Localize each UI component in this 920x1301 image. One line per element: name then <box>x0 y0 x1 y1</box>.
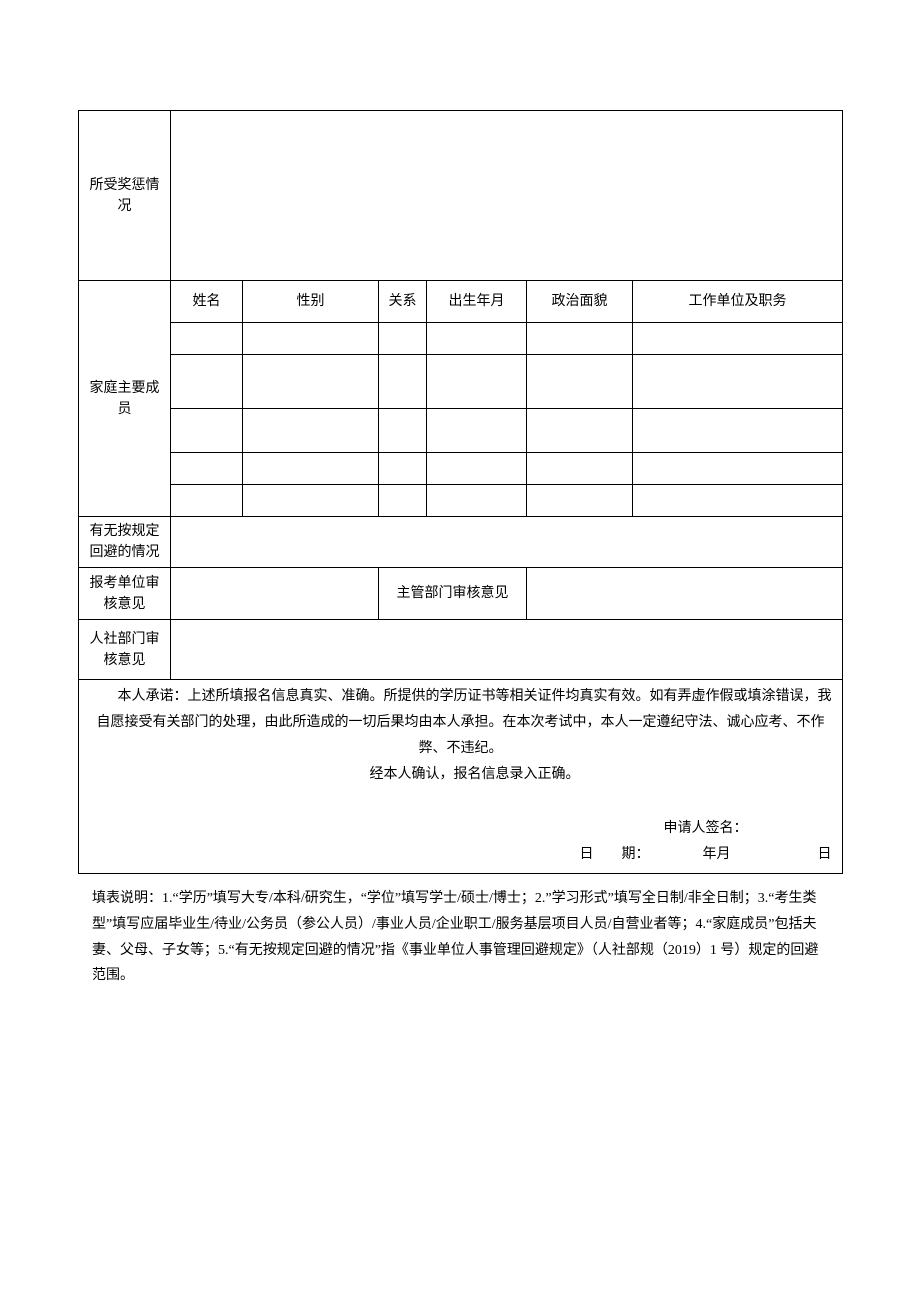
promise-cell: 本人承诺：上述所填报名信息真实、准确。所提供的学历证书等相关证件均真实有效。如有… <box>79 680 843 874</box>
fam-gender[interactable] <box>243 485 379 517</box>
promise-body: 本人承诺：上述所填报名信息真实、准确。所提供的学历证书等相关证件均真实有效。如有… <box>83 684 838 788</box>
row-family-header: 家庭主要成员 姓名 性别 关系 出生年月 政治面貌 工作单位及职务 <box>79 281 843 323</box>
col-fam-gender: 性别 <box>243 281 379 323</box>
year-month: 年月 <box>703 842 731 869</box>
row-unit-opinion: 报考单位审核意见 主管部门审核意见 <box>79 568 843 620</box>
col-fam-name: 姓名 <box>171 281 243 323</box>
row-promise: 本人承诺：上述所填报名信息真实、准确。所提供的学历证书等相关证件均真实有效。如有… <box>79 680 843 874</box>
fam-birth[interactable] <box>427 485 527 517</box>
fam-gender[interactable] <box>243 323 379 355</box>
fam-workunit[interactable] <box>633 323 843 355</box>
table-row <box>79 409 843 453</box>
fam-relation[interactable] <box>379 323 427 355</box>
col-fam-workunit: 工作单位及职务 <box>633 281 843 323</box>
value-rewards[interactable] <box>171 111 843 281</box>
fam-name[interactable] <box>171 323 243 355</box>
fam-name[interactable] <box>171 355 243 409</box>
fam-relation[interactable] <box>379 355 427 409</box>
fam-birth[interactable] <box>427 409 527 453</box>
fam-birth[interactable] <box>427 323 527 355</box>
fam-polstatus[interactable] <box>527 409 633 453</box>
row-avoidance: 有无按规定回避的情况 <box>79 517 843 568</box>
notes: 填表说明：1.“学历”填写大专/本科/研究生，“学位”填写学士/硕士/博士；2.… <box>78 886 842 990</box>
fam-name[interactable] <box>171 485 243 517</box>
form-table: 所受奖惩情况 家庭主要成员 姓名 性别 关系 出生年月 政治面貌 工作单位及职务 <box>78 110 843 874</box>
fam-workunit[interactable] <box>633 409 843 453</box>
value-hr[interactable] <box>171 620 843 680</box>
fam-birth[interactable] <box>427 355 527 409</box>
fam-workunit[interactable] <box>633 355 843 409</box>
fam-workunit[interactable] <box>633 453 843 485</box>
fam-relation[interactable] <box>379 409 427 453</box>
promise-line2: 经本人确认，报名信息录入正确。 <box>83 762 838 788</box>
label-family: 家庭主要成员 <box>79 281 171 517</box>
label-rewards: 所受奖惩情况 <box>79 111 171 281</box>
row-rewards: 所受奖惩情况 <box>79 111 843 281</box>
day: 日 <box>818 842 832 869</box>
fam-birth[interactable] <box>427 453 527 485</box>
table-row <box>79 323 843 355</box>
fam-gender[interactable] <box>243 453 379 485</box>
value-supervisor[interactable] <box>527 568 843 620</box>
value-apply-unit[interactable] <box>171 568 379 620</box>
col-fam-polstatus: 政治面貌 <box>527 281 633 323</box>
fam-relation[interactable] <box>379 485 427 517</box>
signature-block: 申请人签名： 日 期： 年月 日 <box>83 816 838 869</box>
fam-polstatus[interactable] <box>527 485 633 517</box>
fam-relation[interactable] <box>379 453 427 485</box>
fam-polstatus[interactable] <box>527 355 633 409</box>
row-hr-opinion: 人社部门审核意见 <box>79 620 843 680</box>
sign-label: 申请人签名： <box>573 816 838 843</box>
promise-line1: 本人承诺：上述所填报名信息真实、准确。所提供的学历证书等相关证件均真实有效。如有… <box>83 684 838 762</box>
fam-gender[interactable] <box>243 355 379 409</box>
col-fam-birth: 出生年月 <box>427 281 527 323</box>
fam-polstatus[interactable] <box>527 323 633 355</box>
fam-polstatus[interactable] <box>527 453 633 485</box>
table-row <box>79 355 843 409</box>
date-line: 日 期： 年月 日 <box>573 842 838 869</box>
label-avoidance: 有无按规定回避的情况 <box>79 517 171 568</box>
table-row <box>79 485 843 517</box>
fam-name[interactable] <box>171 453 243 485</box>
value-avoidance[interactable] <box>171 517 843 568</box>
table-row <box>79 453 843 485</box>
page: 所受奖惩情况 家庭主要成员 姓名 性别 关系 出生年月 政治面貌 工作单位及职务 <box>0 0 920 1049</box>
label-apply-unit: 报考单位审核意见 <box>79 568 171 620</box>
label-hr: 人社部门审核意见 <box>79 620 171 680</box>
label-supervisor: 主管部门审核意见 <box>379 568 527 620</box>
fam-gender[interactable] <box>243 409 379 453</box>
fam-name[interactable] <box>171 409 243 453</box>
date-label: 日 期： <box>580 842 650 869</box>
col-fam-relation: 关系 <box>379 281 427 323</box>
fam-workunit[interactable] <box>633 485 843 517</box>
